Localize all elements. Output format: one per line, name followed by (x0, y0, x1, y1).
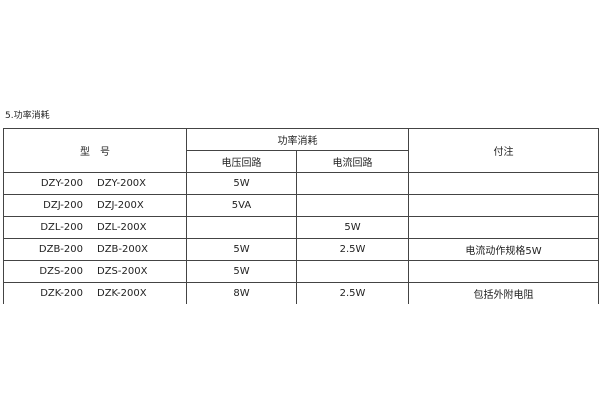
voltage-cell: 5W (186, 238, 297, 261)
voltage-cell (186, 216, 297, 239)
note-cell (408, 216, 599, 239)
header-note: 付注 (408, 128, 599, 173)
model-a: DZS-200 (39, 266, 83, 277)
table-row: DZY-200 DZY-200X 5W (3, 172, 599, 195)
model-b: DZL-200X (97, 222, 147, 233)
voltage-cell: 8W (186, 282, 297, 304)
model-b: DZB-200X (97, 244, 148, 255)
section-title: 5.功率消耗 (5, 111, 50, 121)
voltage-cell: 5W (186, 260, 297, 283)
model-cell: DZK-200 DZK-200X (3, 282, 187, 304)
voltage-cell: 5VA (186, 194, 297, 217)
model-a: DZJ-200 (43, 200, 83, 211)
voltage-cell: 5W (186, 172, 297, 195)
power-consumption-table: 型 号 功率消耗 付注 电压回路 电流回路 DZY-200 DZY-200X 5W… (3, 128, 599, 304)
header-current: 电流回路 (296, 150, 409, 173)
model-b: DZJ-200X (97, 200, 144, 211)
table-row: DZJ-200 DZJ-200X 5VA (3, 194, 599, 217)
current-cell (296, 260, 409, 283)
note-cell (408, 260, 599, 283)
header-voltage: 电压回路 (186, 150, 297, 173)
table-row: DZK-200 DZK-200X 8W 2.5W 包括外附电阻 (3, 282, 599, 304)
header-row: 型 号 功率消耗 付注 (3, 128, 599, 173)
table-row: DZB-200 DZB-200X 5W 2.5W 电流动作规格5W (3, 238, 599, 261)
table-row: DZL-200 DZL-200X 5W (3, 216, 599, 239)
header-model: 型 号 (3, 128, 187, 173)
model-cell: DZY-200 DZY-200X (3, 172, 187, 195)
current-cell: 2.5W (296, 282, 409, 304)
note-cell: 包括外附电阻 (408, 282, 599, 304)
current-cell (296, 194, 409, 217)
current-cell: 5W (296, 216, 409, 239)
current-cell (296, 172, 409, 195)
model-b: DZS-200X (97, 266, 148, 277)
model-cell: DZJ-200 DZJ-200X (3, 194, 187, 217)
model-a: DZK-200 (40, 288, 83, 299)
model-a: DZB-200 (38, 244, 83, 255)
model-cell: DZL-200 DZL-200X (3, 216, 187, 239)
model-b: DZY-200X (97, 178, 147, 189)
note-cell: 电流动作规格5W (408, 238, 599, 261)
model-cell: DZB-200 DZB-200X (3, 238, 187, 261)
model-a: DZY-200 (40, 178, 83, 189)
current-cell: 2.5W (296, 238, 409, 261)
model-a: DZL-200 (40, 222, 83, 233)
note-cell (408, 194, 599, 217)
model-b: DZK-200X (97, 288, 147, 299)
header-power: 功率消耗 (186, 128, 409, 151)
table-row: DZS-200 DZS-200X 5W (3, 260, 599, 283)
subheader-row: 电压回路 电流回路 (4, 150, 599, 173)
note-cell (408, 172, 599, 195)
model-cell: DZS-200 DZS-200X (3, 260, 187, 283)
